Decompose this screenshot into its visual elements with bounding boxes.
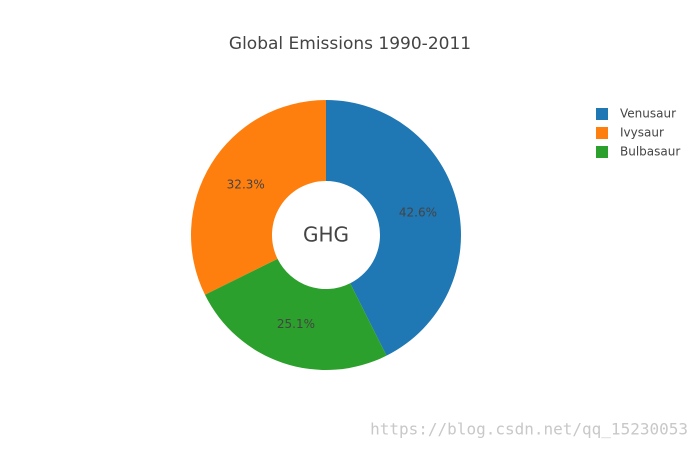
legend-swatch	[596, 108, 608, 120]
chart-title: Global Emissions 1990-2011	[229, 34, 471, 54]
slice	[326, 100, 461, 356]
slice-label: 42.6%	[399, 206, 437, 220]
legend-swatch	[596, 127, 608, 139]
watermark: https://blog.csdn.net/qq_15230053	[370, 420, 688, 439]
slice	[190, 100, 326, 295]
slice	[204, 258, 387, 370]
hole-label: GHG	[303, 223, 349, 247]
slices	[190, 100, 461, 370]
legend-label: Ivysaur	[620, 126, 664, 140]
slice-label: 25.1%	[277, 317, 315, 331]
legend-label: Venusaur	[620, 107, 676, 121]
slice-label: 32.3%	[227, 178, 265, 192]
legend-swatch	[596, 146, 608, 158]
legend-label: Bulbasaur	[620, 145, 680, 159]
